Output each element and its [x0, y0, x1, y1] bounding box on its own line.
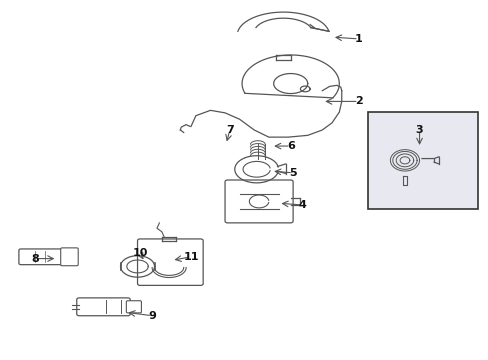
Text: 3: 3 [415, 125, 423, 135]
Text: 11: 11 [183, 252, 198, 262]
Text: 7: 7 [225, 125, 233, 135]
FancyBboxPatch shape [77, 298, 130, 316]
Text: 1: 1 [354, 34, 362, 44]
Text: 6: 6 [286, 141, 294, 151]
FancyBboxPatch shape [224, 180, 292, 223]
Text: 8: 8 [32, 253, 39, 264]
FancyBboxPatch shape [19, 249, 64, 265]
FancyBboxPatch shape [137, 239, 203, 285]
Bar [368, 112, 477, 208]
FancyBboxPatch shape [61, 248, 78, 266]
FancyBboxPatch shape [126, 301, 141, 313]
Text: 5: 5 [289, 168, 296, 178]
Text: 10: 10 [132, 248, 147, 258]
Text: 2: 2 [354, 96, 362, 107]
Text: 4: 4 [298, 200, 306, 210]
Text: 9: 9 [148, 311, 156, 321]
